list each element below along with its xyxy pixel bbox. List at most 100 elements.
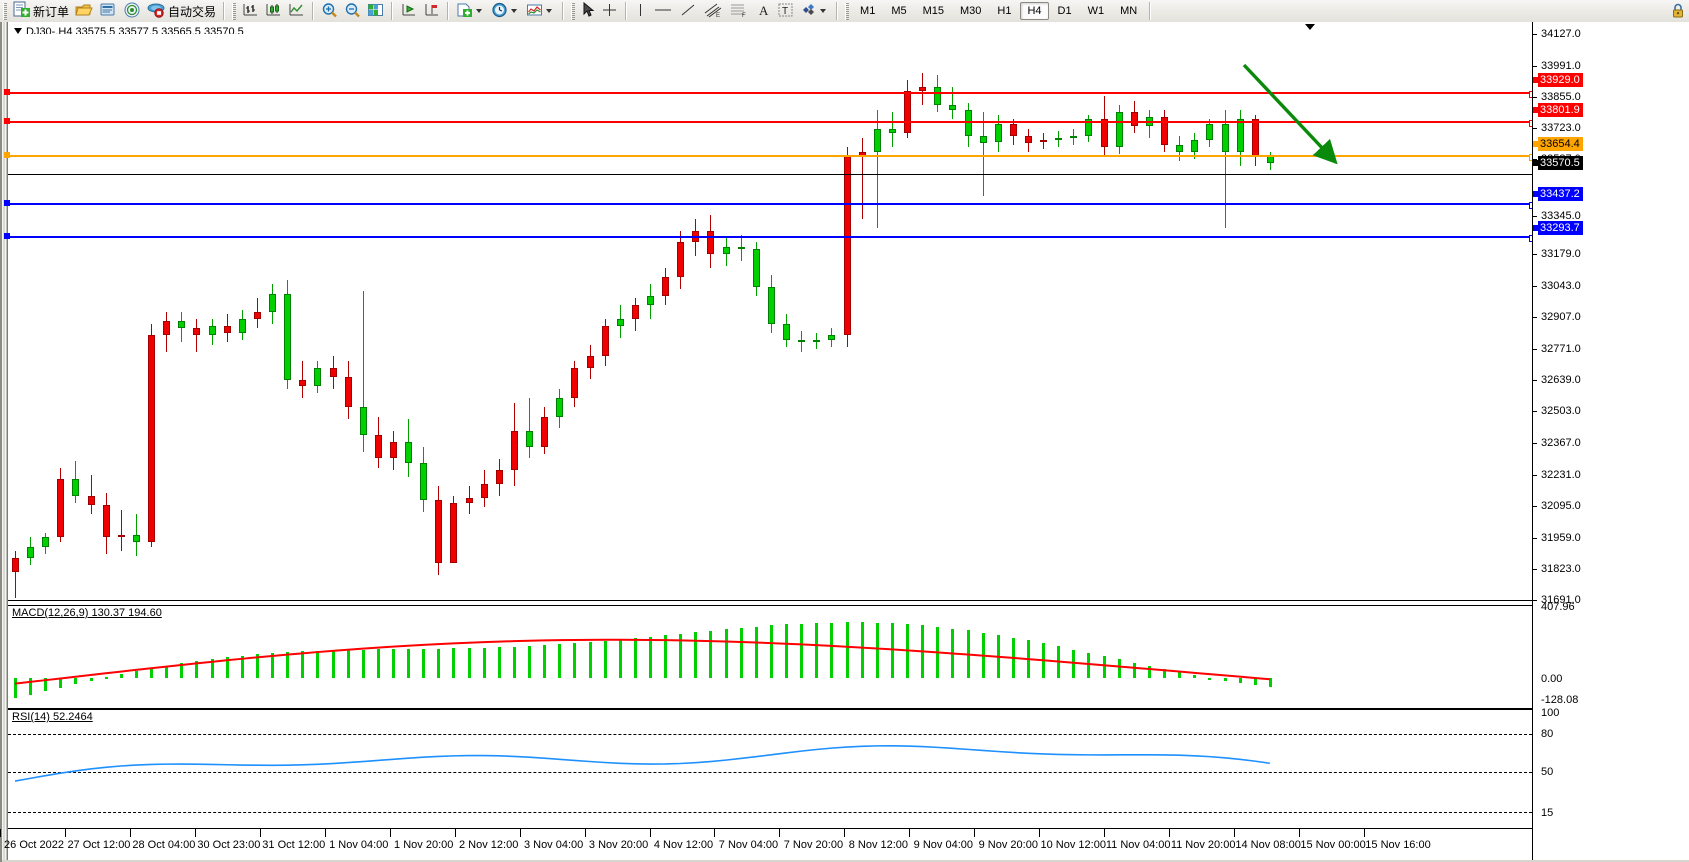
chevron-down-icon-4[interactable]: [820, 9, 827, 13]
chevron-down-icon[interactable]: [476, 9, 483, 13]
price-badge-handle[interactable]: [1533, 160, 1539, 167]
fibo-icon: F: [729, 2, 749, 21]
candle: [480, 34, 488, 600]
signal-button[interactable]: [120, 1, 144, 21]
zoom-in-button[interactable]: [318, 1, 341, 21]
macd-bar: [286, 652, 290, 678]
time-tick: [454, 829, 456, 837]
price-badge-handle[interactable]: [1533, 224, 1539, 231]
candle: [223, 34, 231, 600]
candle-chart-button[interactable]: [262, 1, 285, 21]
text-label-button[interactable]: T: [774, 1, 797, 21]
period-button[interactable]: [488, 1, 523, 21]
candle: [631, 34, 639, 600]
templates-button[interactable]: [453, 1, 488, 21]
price-badge-support-1[interactable]: 33437.2: [1538, 187, 1583, 202]
timeframe-m1[interactable]: M1: [860, 5, 876, 17]
macd-bar: [512, 646, 516, 678]
timeframe-mn[interactable]: MN: [1120, 5, 1138, 17]
down-trend-arrow[interactable]: [8, 34, 1532, 600]
timeframe-m30[interactable]: M30: [960, 5, 982, 17]
macd-signal-line: [14, 638, 1270, 685]
candle: [1085, 34, 1093, 600]
auto-trading-button[interactable]: 自动交易: [144, 1, 219, 21]
toolbar-grip[interactable]: [3, 2, 7, 20]
price-badge-handle[interactable]: [1533, 77, 1539, 83]
price-tick: [1533, 317, 1537, 319]
price-badge-resistance-1[interactable]: 33801.9: [1538, 102, 1583, 117]
lock-icon[interactable]: [1671, 3, 1685, 22]
candle: [1040, 34, 1048, 600]
price-badge-handle[interactable]: [1533, 191, 1539, 198]
price-axis[interactable]: 31691.0 31823.0 31959.0 32095.0 32231.0 32367…: [1532, 22, 1689, 860]
time-tick: [1234, 829, 1236, 837]
toolbar-grip-3[interactable]: [571, 2, 576, 20]
candle: [752, 34, 760, 600]
timeframe-w1[interactable]: W1: [1087, 5, 1105, 17]
line-chart-button[interactable]: [285, 1, 308, 21]
new-order-button[interactable]: 新订单: [10, 1, 72, 21]
macd-label: MACD(12,26,9) 130.37 194.60: [12, 607, 162, 619]
auto-scroll-button[interactable]: [397, 1, 420, 21]
candle: [1176, 34, 1184, 600]
bar-chart-button[interactable]: [239, 1, 262, 21]
macd-bar: [649, 636, 652, 678]
indicators-button[interactable]: [523, 1, 558, 21]
price-tick: [1533, 285, 1537, 287]
timeframe-m5[interactable]: M5: [891, 5, 907, 17]
toolbar-separator-8: [1149, 2, 1152, 20]
folder-button[interactable]: [72, 1, 96, 21]
timeframe-h4[interactable]: H4: [1020, 2, 1049, 20]
chart-shift-button[interactable]: [420, 1, 443, 21]
candle: [344, 34, 352, 600]
cursor-button[interactable]: [578, 1, 598, 21]
hline-button[interactable]: [650, 1, 676, 21]
level-handle-left-1[interactable]: [4, 89, 10, 95]
macd-pane[interactable]: MACD(12,26,9) 130.37 194.60: [8, 605, 1532, 709]
macd-bar: [830, 622, 834, 678]
candle: [57, 34, 65, 600]
crosshair-button[interactable]: [598, 1, 621, 21]
chart-window[interactable]: DJ30-,H4 33575.5 33577.5 33565.5 33570.5: [0, 22, 1689, 862]
price-badge-resistance-2[interactable]: 33929.0: [1538, 73, 1583, 87]
price-pane[interactable]: [4, 34, 1536, 601]
collapse-triangle-icon[interactable]: [14, 28, 22, 34]
rsi-pane[interactable]: RSI(14) 52.2464: [8, 709, 1532, 829]
macd-bar: [633, 638, 637, 678]
timeframe-h1[interactable]: H1: [997, 5, 1012, 17]
price-badge-current-price[interactable]: 33570.5: [1538, 156, 1583, 171]
level-handle-left-2[interactable]: [4, 118, 10, 124]
chevron-down-icon-2[interactable]: [511, 9, 518, 13]
price-badge-pivot[interactable]: 33654.4: [1538, 136, 1583, 151]
candle: [783, 34, 791, 600]
time-axis[interactable]: 26 Oct 2022 27 Oct 12:00 28 Oct 04:00 30 Oc…: [0, 828, 1532, 861]
macd-bar: [603, 641, 607, 678]
price-badge-handle[interactable]: [1533, 106, 1539, 113]
level-handle-left-4[interactable]: [4, 200, 10, 206]
chevron-down-icon-3[interactable]: [546, 9, 553, 13]
price-badge-support-2[interactable]: 33293.7: [1538, 220, 1583, 235]
macd-bar: [1193, 675, 1197, 678]
fibo-button[interactable]: F: [726, 1, 752, 21]
timeframe-m15[interactable]: M15: [922, 5, 944, 17]
equidistant-button[interactable]: E: [700, 1, 726, 21]
text-button[interactable]: A: [752, 1, 774, 21]
level-handle-left-5[interactable]: [4, 233, 10, 239]
toolbar-grip-2[interactable]: [232, 2, 237, 20]
price-badge-handle[interactable]: [1533, 140, 1539, 147]
objects-button[interactable]: [797, 1, 832, 21]
candle: [329, 34, 337, 600]
timeframe-d1[interactable]: D1: [1057, 5, 1072, 17]
terminal-button[interactable]: [96, 1, 120, 21]
price-tick-label: 34127.0: [1541, 28, 1581, 40]
macd-axis-label: -128.08: [1541, 694, 1579, 706]
time-tick-label: 1 Nov 04:00: [329, 839, 389, 851]
vline-button[interactable]: [631, 1, 650, 21]
macd-bar: [543, 645, 547, 678]
candle: [813, 34, 821, 600]
trendline-button[interactable]: [676, 1, 700, 21]
zoom-out-button[interactable]: [341, 1, 364, 21]
chart-grid-button[interactable]: [364, 1, 387, 21]
level-handle-left-3[interactable]: [4, 152, 10, 158]
toolbar-grip-4[interactable]: [845, 2, 850, 20]
